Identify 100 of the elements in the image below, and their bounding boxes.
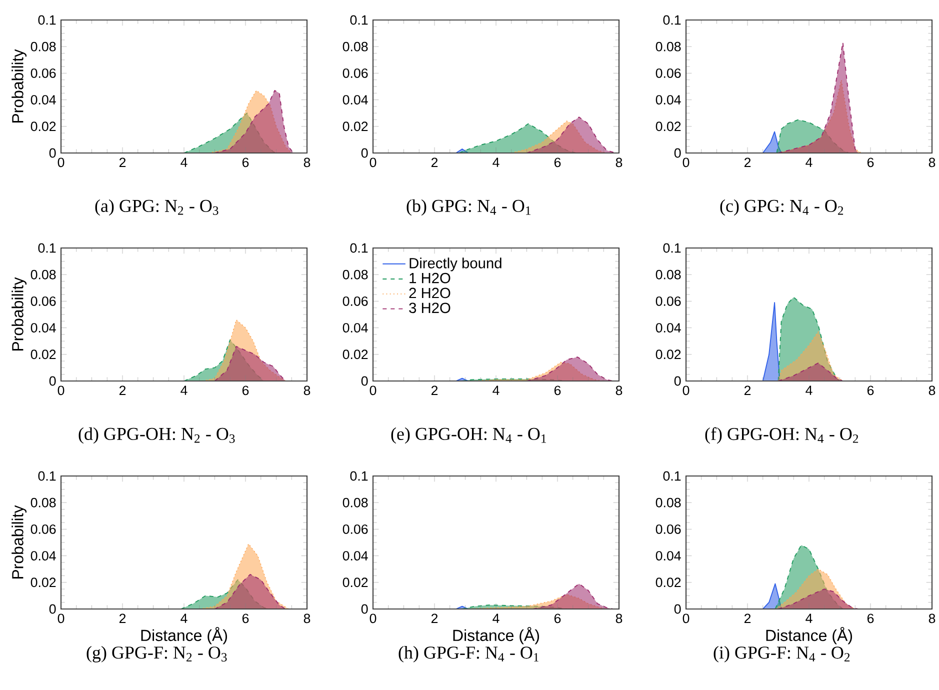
text: (a) GPG: N$_{2}$ - O$_{3}$ <box>95 199 218 216</box>
x-tick-label: 0 <box>58 158 64 168</box>
x-tick-label: 0 <box>58 614 64 624</box>
x-tick-label: 2 <box>744 614 751 624</box>
x-tick-label: 0 <box>370 158 376 168</box>
x-tick-label: 2 <box>119 158 126 168</box>
y-tick-label: 0.04 <box>30 551 56 561</box>
y-tick-label: 0.06 <box>30 68 56 78</box>
x-tick-label: 8 <box>616 158 622 168</box>
x-tick-label: 2 <box>431 158 438 168</box>
x-tick-label: 8 <box>928 614 936 624</box>
x-tick-label: 6 <box>554 158 561 168</box>
x-tick-label: 4 <box>492 158 500 167</box>
x-tick-label: 2 <box>744 386 751 396</box>
y-tick-label: 0 <box>49 148 56 158</box>
y-tick-label: 0.1 <box>38 471 56 481</box>
y-tick-label: 0.02 <box>30 350 56 360</box>
y-tick-label: 0.06 <box>342 524 368 534</box>
y-tick-label: 0.02 <box>342 350 368 360</box>
y-tick-label: 0.02 <box>656 350 681 360</box>
legend-label: 1 H2O <box>410 272 450 284</box>
x-tick-label: 6 <box>242 614 249 624</box>
x-tick-label: 8 <box>616 614 622 624</box>
y-tick-label: 0.06 <box>656 296 681 306</box>
x-tick-label: 4 <box>492 614 500 623</box>
x-tick-label: 2 <box>744 158 751 168</box>
y-tick-label: 0.02 <box>30 122 56 132</box>
legend-label: 3 H2O <box>409 302 450 314</box>
y-tick-label: 0.04 <box>656 323 681 333</box>
y-tick-label: 0 <box>674 604 681 614</box>
x-tick-label: 8 <box>616 386 622 396</box>
y-tick-label: 0.04 <box>342 551 368 561</box>
y-tick-label: 0.1 <box>38 15 56 25</box>
x-tick-label: 8 <box>304 614 310 624</box>
y-tick-label: 0.02 <box>656 578 681 588</box>
x-axis-title: Distance (Å) <box>141 626 227 644</box>
y-tick-label: 0.08 <box>30 42 56 52</box>
x-tick-label: 8 <box>928 386 936 396</box>
y-tick-label: 0.06 <box>342 296 368 306</box>
x-axis-title: Distance (Å) <box>453 626 539 644</box>
y-axis-title: Probability <box>12 49 27 123</box>
x-tick-label: 2 <box>431 386 438 396</box>
x-tick-label: 4 <box>180 158 188 167</box>
y-axis-title: Probability <box>12 277 27 351</box>
y-tick-label: 0.06 <box>30 524 56 534</box>
x-tick-label: 4 <box>806 614 812 623</box>
text: (h) GPG-F: N$_{4}$ - O$_{1}$ <box>398 646 538 662</box>
y-tick-label: 0.1 <box>350 243 368 253</box>
y-tick-label: 0.04 <box>30 95 56 105</box>
y-tick-label: 0.08 <box>30 270 56 280</box>
x-tick-label: 4 <box>492 386 500 395</box>
text: (d) GPG-OH: N$_{2}$ - O$_{3}$ <box>78 427 235 444</box>
x-tick-label: 6 <box>242 158 249 168</box>
text: (g) GPG-F: N$_{2}$ - O$_{3}$ <box>86 646 227 662</box>
y-tick-label: 0.1 <box>663 471 681 481</box>
x-tick-label: 8 <box>304 158 310 168</box>
text: (c) GPG: N$_{4}$ - O$_{2}$ <box>720 199 844 216</box>
x-tick-label: 2 <box>431 614 438 624</box>
y-tick-label: 0.04 <box>656 95 681 105</box>
y-tick-label: 0.06 <box>656 524 681 534</box>
x-tick-label: 6 <box>867 614 874 624</box>
y-tick-label: 0.08 <box>342 270 368 280</box>
y-tick-label: 0.06 <box>342 68 368 78</box>
y-tick-label: 0.1 <box>663 15 681 25</box>
x-tick-label: 0 <box>370 386 376 396</box>
y-tick-label: 0.02 <box>342 122 368 132</box>
y-tick-label: 0 <box>49 604 56 614</box>
x-tick-label: 4 <box>806 158 812 167</box>
y-tick-label: 0.02 <box>656 122 681 132</box>
y-tick-label: 0.08 <box>342 42 368 52</box>
y-tick-label: 0.1 <box>38 243 56 253</box>
x-tick-label: 8 <box>928 158 936 168</box>
x-tick-label: 0 <box>682 158 690 168</box>
text: (i) GPG-F: N$_{4}$ - O$_{2}$ <box>714 646 850 662</box>
legend-label: 2 H2O <box>409 288 450 298</box>
x-tick-label: 2 <box>119 614 126 624</box>
text: (b) GPG: N$_{4}$ - O$_{1}$ <box>406 199 530 216</box>
y-tick-label: 0.04 <box>656 551 681 561</box>
y-tick-label: 0 <box>674 376 681 386</box>
y-tick-label: 0.1 <box>350 471 368 481</box>
x-tick-label: 2 <box>119 386 126 396</box>
x-tick-label: 6 <box>554 386 561 396</box>
x-tick-label: 0 <box>58 386 64 396</box>
text: (e) GPG-OH: N$_{4}$ - O$_{1}$ <box>391 427 546 444</box>
x-tick-label: 4 <box>806 386 812 395</box>
y-tick-label: 0 <box>361 376 368 386</box>
y-tick-label: 0.08 <box>656 42 681 52</box>
x-tick-label: 6 <box>554 614 561 624</box>
y-tick-label: 0.1 <box>663 243 681 253</box>
y-tick-label: 0.02 <box>342 578 368 588</box>
y-tick-label: 0 <box>49 376 56 386</box>
y-tick-label: 0 <box>674 148 681 158</box>
x-tick-label: 0 <box>370 614 376 624</box>
y-tick-label: 0.08 <box>30 498 56 508</box>
y-tick-label: 0.08 <box>656 270 681 280</box>
y-tick-label: 0 <box>361 604 368 614</box>
x-tick-label: 0 <box>682 614 690 624</box>
x-axis-title: Distance (Å) <box>766 626 852 644</box>
y-tick-label: 0.04 <box>342 95 368 105</box>
x-tick-label: 6 <box>242 386 249 396</box>
